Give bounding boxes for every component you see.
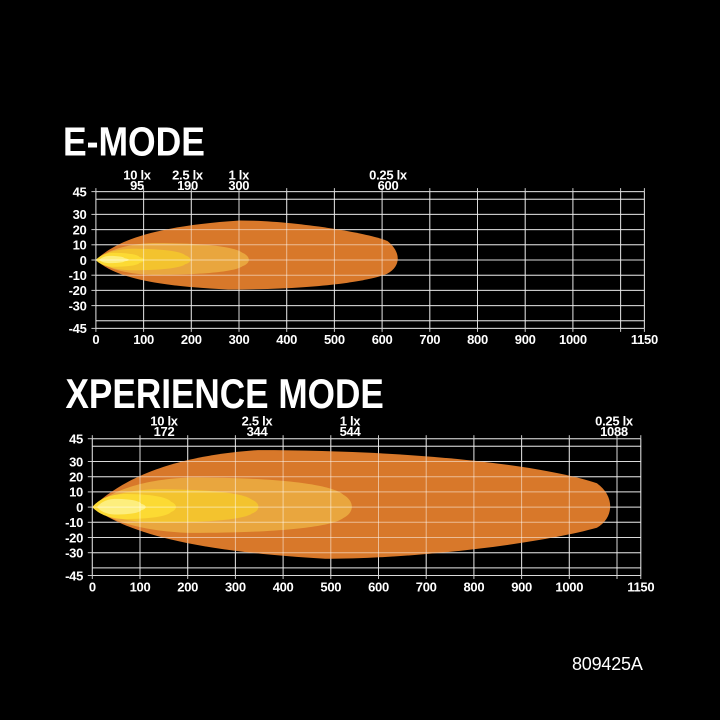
svg-text:-20: -20 (69, 283, 87, 298)
svg-text:-30: -30 (65, 546, 83, 561)
svg-text:10 lx: 10 lx (150, 414, 178, 429)
svg-text:20: 20 (73, 222, 87, 237)
svg-text:809425A: 809425A (572, 654, 643, 674)
svg-text:20: 20 (69, 470, 83, 485)
svg-text:0: 0 (89, 580, 96, 595)
svg-text:1 lx: 1 lx (229, 168, 251, 183)
svg-text:95: 95 (130, 178, 144, 193)
svg-text:544: 544 (340, 424, 362, 439)
svg-text:1 lx: 1 lx (340, 414, 362, 429)
svg-text:800: 800 (467, 332, 488, 347)
svg-text:400: 400 (276, 332, 297, 347)
svg-text:45: 45 (73, 184, 87, 199)
svg-text:900: 900 (511, 580, 532, 595)
svg-text:XPERIENCE MODE: XPERIENCE MODE (66, 371, 384, 418)
svg-text:0: 0 (80, 253, 87, 268)
svg-text:700: 700 (416, 580, 437, 595)
svg-text:500: 500 (320, 580, 341, 595)
svg-text:190: 190 (177, 178, 198, 193)
svg-text:200: 200 (181, 332, 202, 347)
svg-text:30: 30 (73, 207, 87, 222)
svg-text:600: 600 (368, 580, 389, 595)
svg-text:172: 172 (154, 424, 175, 439)
svg-text:0: 0 (76, 500, 83, 515)
svg-text:344: 344 (247, 424, 269, 439)
svg-text:10: 10 (69, 485, 83, 500)
svg-text:700: 700 (419, 332, 440, 347)
svg-text:1088: 1088 (600, 424, 628, 439)
svg-text:300: 300 (228, 178, 249, 193)
svg-text:0: 0 (92, 332, 99, 347)
svg-text:1150: 1150 (631, 332, 658, 347)
svg-text:30: 30 (69, 454, 83, 469)
svg-text:100: 100 (130, 580, 151, 595)
svg-text:-30: -30 (69, 298, 87, 313)
svg-text:10: 10 (73, 238, 87, 253)
svg-text:1000: 1000 (559, 332, 587, 347)
svg-text:300: 300 (229, 332, 250, 347)
svg-text:2.5 lx: 2.5 lx (172, 168, 204, 183)
svg-text:1150: 1150 (627, 580, 654, 595)
svg-text:45: 45 (69, 432, 83, 447)
svg-text:300: 300 (225, 580, 246, 595)
svg-text:500: 500 (324, 332, 345, 347)
svg-text:-10: -10 (69, 268, 87, 283)
svg-text:E-MODE: E-MODE (63, 119, 205, 165)
svg-text:2.5 lx: 2.5 lx (242, 414, 274, 429)
svg-text:-10: -10 (65, 515, 83, 530)
svg-text:600: 600 (372, 332, 393, 347)
svg-text:100: 100 (133, 332, 154, 347)
svg-text:-45: -45 (69, 321, 87, 336)
svg-text:900: 900 (515, 332, 536, 347)
svg-text:0.25 lx: 0.25 lx (369, 168, 408, 183)
svg-text:-20: -20 (65, 530, 83, 545)
svg-text:0.25 lx: 0.25 lx (595, 414, 634, 429)
svg-text:400: 400 (273, 580, 294, 595)
svg-text:200: 200 (177, 580, 198, 595)
svg-text:1000: 1000 (555, 580, 583, 595)
svg-text:10 lx: 10 lx (123, 168, 151, 183)
svg-text:800: 800 (464, 580, 485, 595)
svg-text:600: 600 (378, 178, 399, 193)
svg-text:-45: -45 (65, 568, 83, 583)
